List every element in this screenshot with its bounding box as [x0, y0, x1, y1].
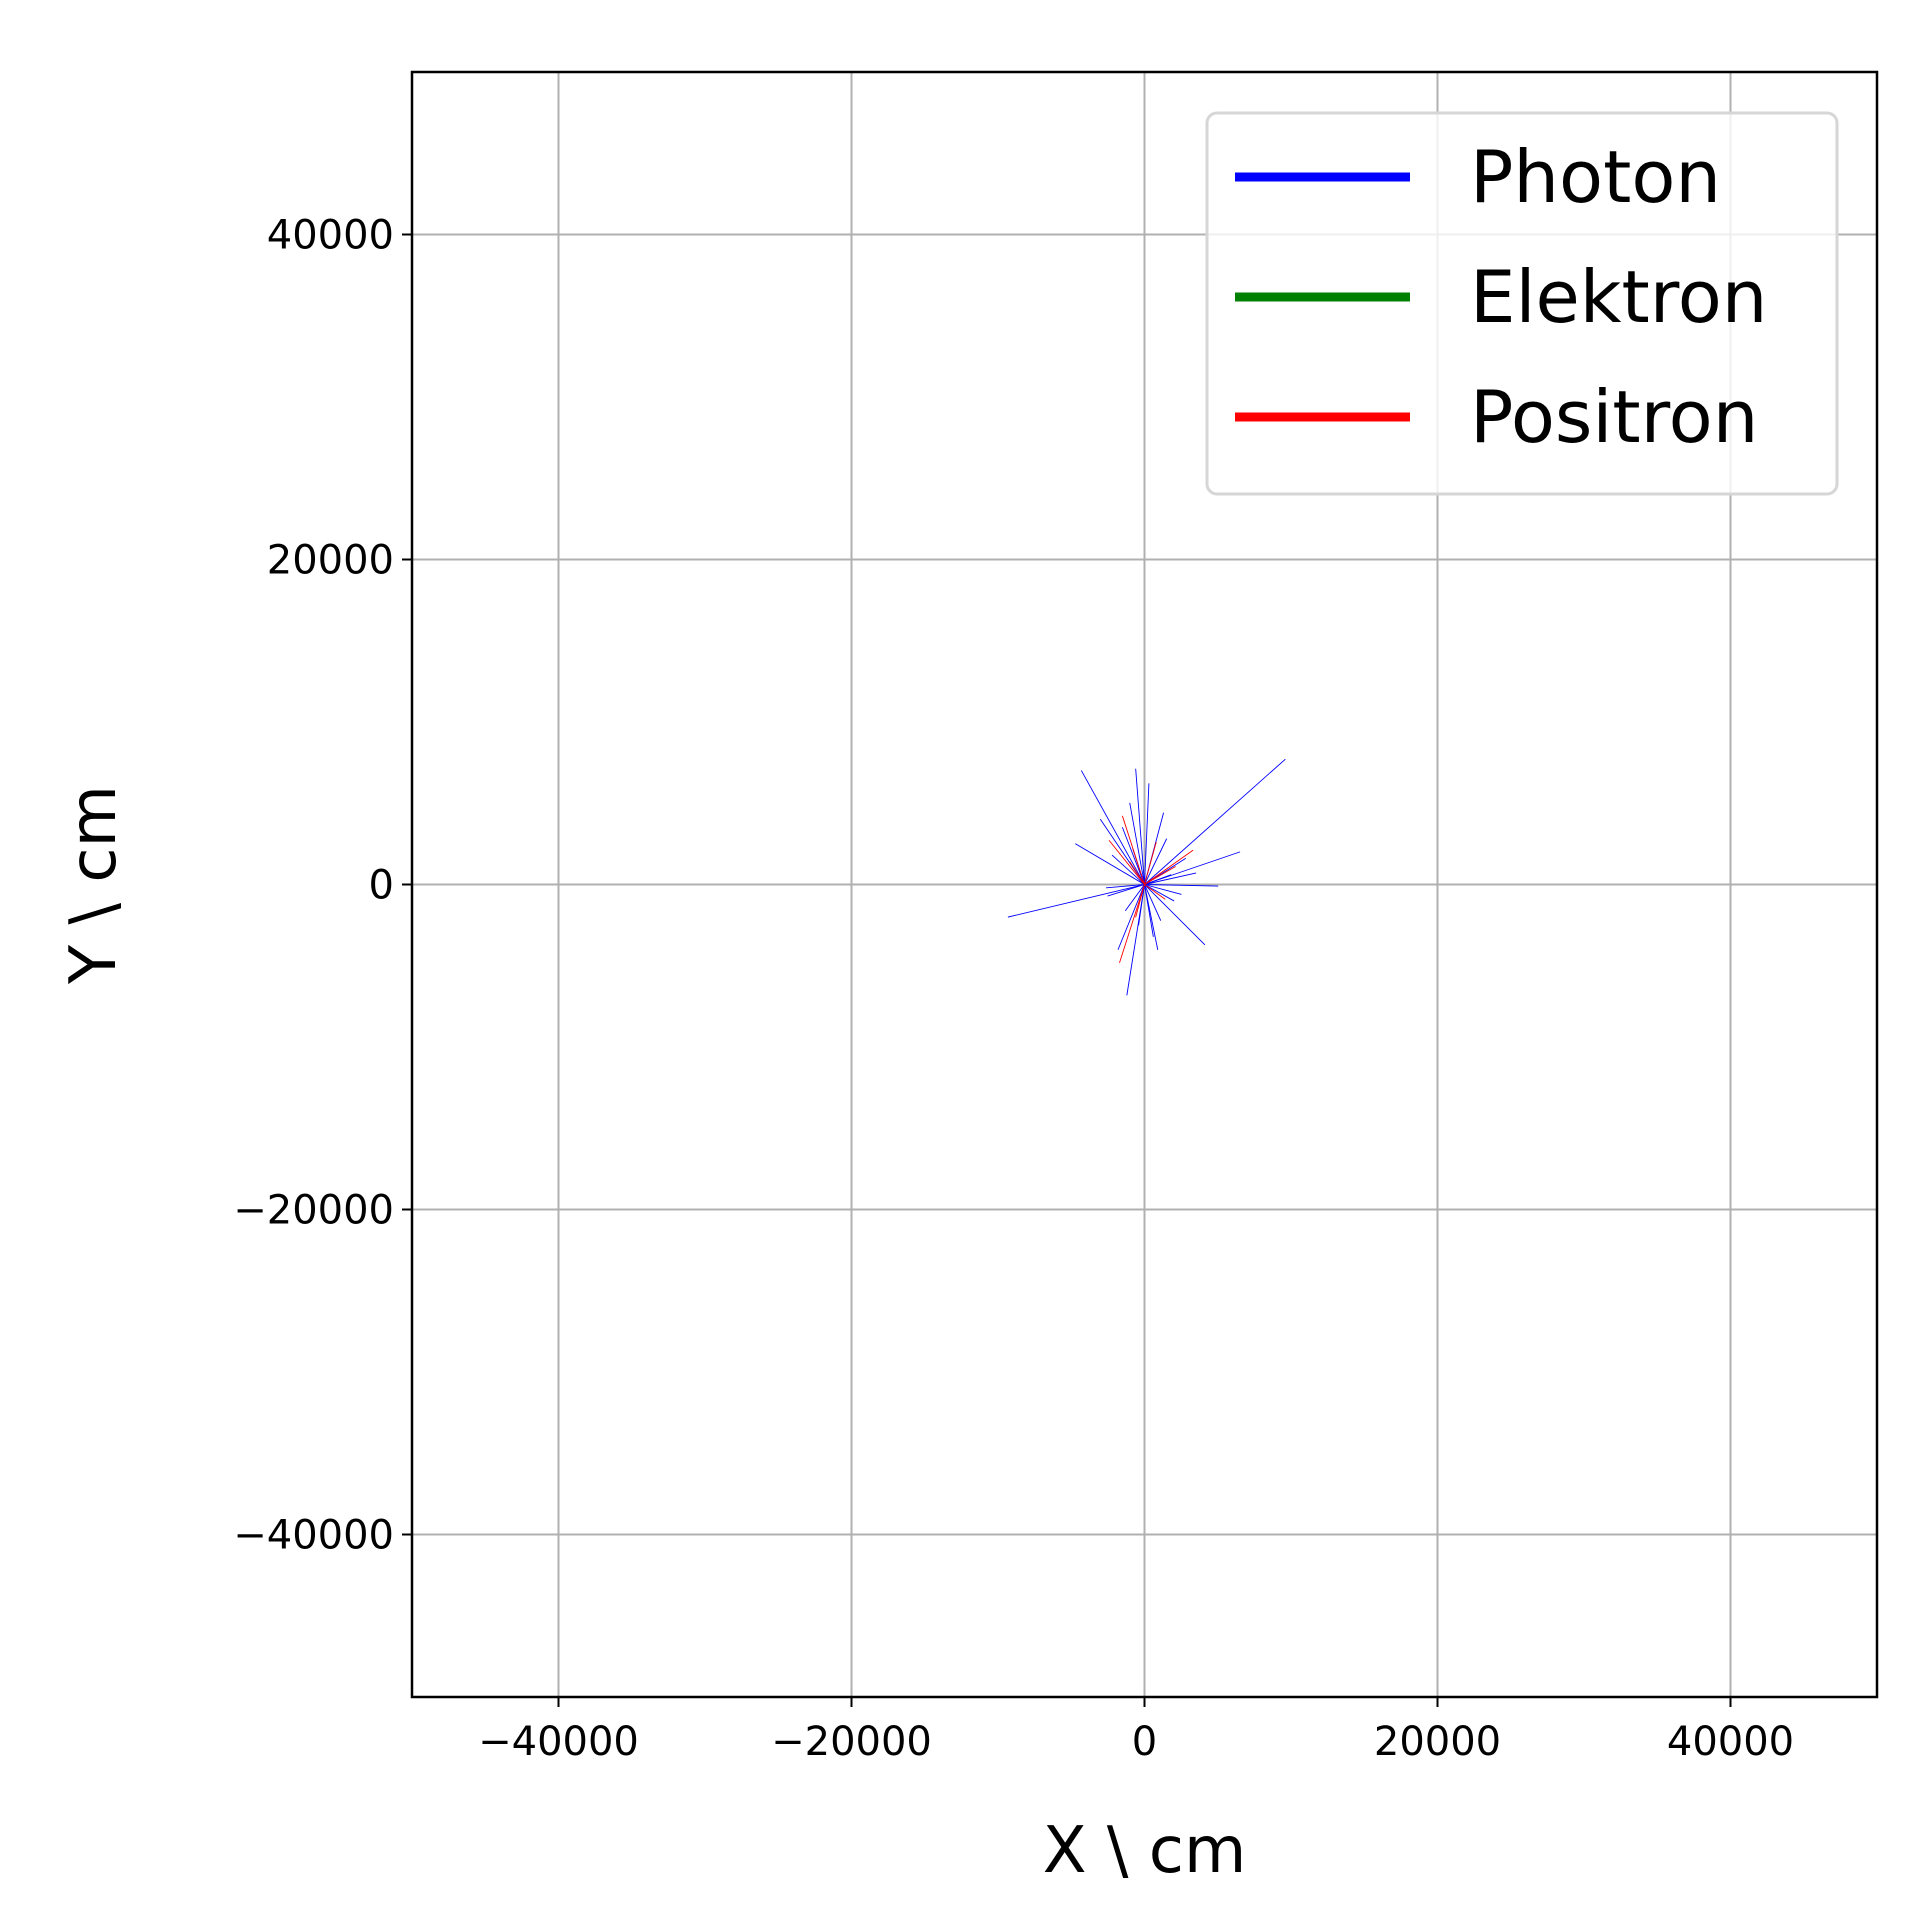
- x-tick-label: 20000: [1374, 1719, 1501, 1765]
- track-segment: [1144, 874, 1172, 885]
- legend-box: [1205, 111, 1839, 496]
- track-segment: [1111, 854, 1145, 885]
- track-segment: [1144, 884, 1182, 895]
- track-segment: [1125, 884, 1145, 911]
- track-segment: [1135, 768, 1145, 885]
- track-segment: [1144, 783, 1150, 885]
- track-segment: [1144, 872, 1197, 885]
- track-segment: [1117, 884, 1145, 950]
- track-segment: [1129, 861, 1145, 885]
- track-segment: [1135, 884, 1145, 918]
- y-tick-label: 40000: [267, 213, 394, 259]
- track-segment: [1105, 884, 1145, 889]
- track-segment: [1107, 884, 1145, 897]
- y-tick-label: −20000: [233, 1188, 394, 1234]
- track-segment: [1144, 884, 1206, 946]
- track-segment: [1138, 884, 1145, 926]
- track-segment: [1108, 840, 1145, 885]
- y-tick-label: 20000: [267, 538, 394, 584]
- track-segment: [1007, 884, 1145, 918]
- y-axis-label: Y \ cm: [57, 785, 131, 985]
- track-segment: [1081, 770, 1145, 885]
- legend-label-elektron: Elektron: [1470, 255, 1767, 339]
- track-segment: [1144, 884, 1175, 902]
- track-segment: [1144, 838, 1167, 885]
- track-segment: [1119, 884, 1145, 963]
- y-tick-label: 0: [369, 863, 394, 909]
- legend-label-photon: Photon: [1470, 135, 1721, 219]
- track-segment: [1144, 866, 1176, 885]
- track-segment: [1144, 849, 1194, 885]
- track-segment: [1144, 841, 1157, 885]
- x-tick-label: −40000: [478, 1719, 639, 1765]
- x-tick-label: 0: [1132, 1719, 1157, 1765]
- plot-area: [1007, 758, 1286, 996]
- series-positron: [1108, 815, 1194, 963]
- track-segment: [1122, 815, 1145, 885]
- series-photon: [1007, 758, 1286, 996]
- ticks: −40000 −20000 0 20000 40000 −40000 −20000 0 2000…: [233, 213, 1794, 1766]
- track-segment: [1144, 758, 1286, 885]
- track-segment: [1075, 843, 1145, 885]
- track-segment: [1129, 802, 1145, 885]
- y-tick-label: −40000: [233, 1513, 394, 1559]
- legend: Photon Elektron Positron: [1205, 111, 1839, 496]
- x-tick-label: 40000: [1667, 1719, 1794, 1765]
- x-axis-label: X \ cm: [1043, 1814, 1247, 1888]
- x-tick-label: −20000: [771, 1719, 932, 1765]
- track-segment: [1144, 884, 1219, 887]
- track-segment: [1144, 884, 1162, 921]
- track-segment: [1144, 884, 1166, 900]
- legend-label-positron: Positron: [1470, 375, 1758, 459]
- track-segment: [1144, 884, 1154, 937]
- track-segment: [1122, 827, 1145, 885]
